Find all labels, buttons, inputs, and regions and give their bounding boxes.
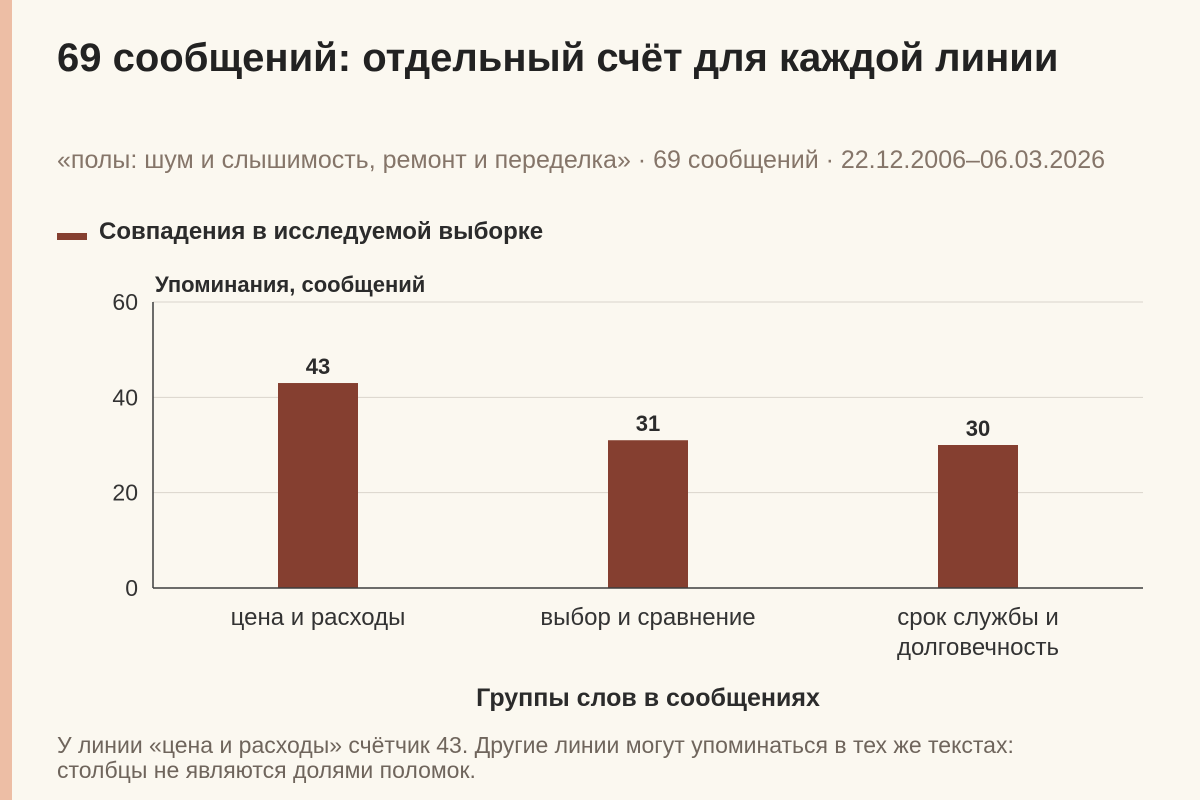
accent-stripe: [0, 0, 12, 800]
x-axis-title: Группы слов в сообщениях: [476, 684, 820, 712]
legend-label: Совпадения в исследуемой выборке: [99, 218, 544, 245]
y-tick-label-40: 40: [112, 384, 138, 410]
bar-value-label-1: 43: [306, 354, 330, 379]
x-tick-label-2: выбор и сравнение: [540, 604, 756, 631]
bar-2: [608, 440, 688, 588]
x-tick-label-3: срок службы и долговечность: [896, 604, 1060, 661]
bar-value-label-2: 31: [636, 411, 660, 436]
y-tick-label-20: 20: [112, 480, 138, 506]
y-tick-label-60: 60: [112, 289, 138, 315]
bar-3: [938, 445, 1018, 588]
chart-title: 69 сообщений: отдельный счёт для каждой …: [57, 36, 1059, 80]
y-tick-label-0: 0: [125, 575, 138, 601]
chart-subtitle: «полы: шум и слышимость, ремонт и переде…: [57, 146, 1106, 174]
x-tick-label-1: цена и расходы: [230, 604, 406, 631]
bar-1: [278, 383, 358, 588]
y-axis-title: Упоминания, сообщений: [155, 272, 426, 297]
chart-note: У линии «цена и расходы» счётчик 43. Дру…: [57, 732, 1014, 783]
legend: Совпадения в исследуемой выборке: [57, 217, 617, 247]
legend-swatch: [57, 233, 87, 240]
bar-value-label-3: 30: [966, 416, 990, 441]
